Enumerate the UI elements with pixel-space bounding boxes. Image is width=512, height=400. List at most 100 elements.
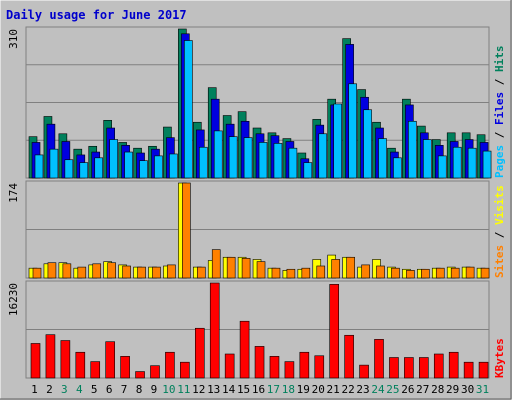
- bar-pages-day-3: [64, 159, 74, 179]
- day-label: 26: [401, 383, 414, 396]
- day-label: 19: [297, 383, 310, 396]
- bar-kbytes-day-14: [224, 353, 235, 379]
- bar-sites-day-28: [435, 267, 445, 279]
- bar-sites-day-19: [301, 267, 311, 279]
- bar-pages-day-27: [423, 139, 432, 179]
- legend-item-visits: Visits: [493, 185, 506, 225]
- day-label: 27: [416, 383, 429, 396]
- day-label: 15: [237, 383, 250, 396]
- bar-pages-day-10: [169, 153, 178, 179]
- legend-item-sites: Sites: [493, 245, 506, 278]
- bar-kbytes-day-21: [329, 284, 340, 379]
- day-label: 13: [207, 383, 220, 396]
- bar-sites-day-14: [226, 256, 236, 279]
- legend-item-hits: Hits: [493, 46, 506, 73]
- bar-sites-day-23: [361, 264, 370, 279]
- bar-kbytes-day-11: [180, 361, 190, 379]
- bar-pages-day-22: [348, 83, 357, 179]
- bar-sites-day-29: [450, 267, 460, 279]
- bar-sites-day-1: [32, 267, 42, 279]
- bar-sites-day-18: [286, 268, 296, 279]
- legend-item-separator: /: [493, 125, 506, 145]
- bar-pages-day-20: [318, 133, 328, 179]
- day-label: 17: [267, 383, 280, 396]
- bar-kbytes-day-18: [284, 361, 295, 379]
- bar-sites-day-31: [480, 267, 490, 279]
- day-label: 1: [31, 383, 38, 396]
- legend-item-kbytes: KBytes: [493, 338, 506, 378]
- bar-sites-day-13: [211, 249, 221, 279]
- bar-sites-day-4: [77, 266, 87, 279]
- bar-kbytes-day-13: [209, 282, 220, 379]
- bar-kbytes-day-28: [433, 353, 444, 379]
- bar-kbytes-day-1: [30, 343, 41, 379]
- bar-kbytes-day-15: [239, 320, 250, 379]
- bar-kbytes-day-26: [404, 357, 414, 379]
- bar-kbytes-day-25: [389, 357, 399, 379]
- bar-kbytes-day-23: [359, 364, 369, 379]
- bar-kbytes-day-22: [344, 334, 354, 379]
- bar-sites-day-30: [465, 266, 475, 279]
- bar-kbytes-day-20: [314, 355, 325, 379]
- day-label: 5: [91, 383, 98, 396]
- bar-pages-day-21: [333, 103, 343, 179]
- day-label: 4: [76, 383, 83, 396]
- bar-sites-day-8: [137, 266, 146, 279]
- bar-pages-day-26: [408, 120, 417, 179]
- bar-pages-day-24: [378, 138, 387, 179]
- bar-pages-day-31: [482, 150, 492, 179]
- day-label: 9: [151, 383, 158, 396]
- bar-pages-day-25: [393, 157, 402, 179]
- y-max-label: 174: [7, 183, 20, 203]
- bar-sites-day-9: [152, 266, 161, 279]
- bar-pages-day-14: [228, 136, 238, 179]
- y-max-label: 310: [7, 29, 20, 49]
- bar-kbytes-day-2: [45, 334, 56, 379]
- bar-pages-day-23: [363, 109, 372, 179]
- bar-pages-day-5: [94, 157, 104, 179]
- bar-pages-day-29: [452, 146, 462, 179]
- day-label: 24: [371, 383, 385, 396]
- day-label: 8: [136, 383, 143, 396]
- bar-kbytes-day-3: [60, 340, 71, 379]
- legend-bottom: KBytes: [493, 338, 506, 378]
- bar-sites-day-10: [167, 264, 176, 279]
- day-label: 2: [46, 383, 53, 396]
- bar-kbytes-day-8: [135, 371, 145, 379]
- bar-kbytes-day-29: [448, 351, 459, 379]
- bar-sites-day-20: [316, 265, 326, 279]
- panel-kbytes: 16230: [7, 280, 490, 379]
- bar-pages-day-12: [198, 146, 208, 179]
- legend-top: Pages / Files / Hits: [493, 46, 506, 179]
- bar-kbytes-day-10: [165, 351, 175, 379]
- bar-kbytes-day-6: [105, 341, 115, 379]
- legend-item-separator: /: [493, 225, 506, 245]
- bar-kbytes-day-16: [254, 346, 265, 379]
- day-label: 6: [106, 383, 113, 396]
- y-max-label: 16230: [7, 283, 20, 316]
- bar-pages-day-1: [34, 154, 44, 179]
- day-label: 14: [222, 383, 236, 396]
- bar-sites-day-7: [122, 265, 131, 279]
- day-label: 7: [121, 383, 128, 396]
- bar-kbytes-day-12: [194, 327, 205, 379]
- panel-visits-sites: 174: [7, 180, 490, 279]
- day-label: 10: [162, 383, 175, 396]
- day-label: 3: [61, 383, 68, 396]
- legend-labels: Pages / Files / Hits Sites / Visits KBytes: [493, 46, 506, 379]
- bar-kbytes-day-9: [150, 365, 160, 379]
- day-label: 30: [461, 383, 474, 396]
- bar-kbytes-day-27: [419, 357, 429, 379]
- bar-kbytes-day-5: [90, 361, 101, 379]
- bar-pages-day-19: [303, 162, 313, 179]
- bar-pages-day-17: [273, 143, 283, 179]
- bar-kbytes-day-24: [374, 339, 384, 379]
- day-label: 31: [476, 383, 489, 396]
- bar-pages-day-4: [79, 162, 89, 179]
- bar-sites-day-15: [241, 258, 251, 279]
- bar-pages-day-15: [243, 137, 253, 179]
- bar-pages-day-16: [258, 142, 268, 179]
- day-label: 20: [312, 383, 325, 396]
- legend-middle: Sites / Visits: [493, 185, 506, 278]
